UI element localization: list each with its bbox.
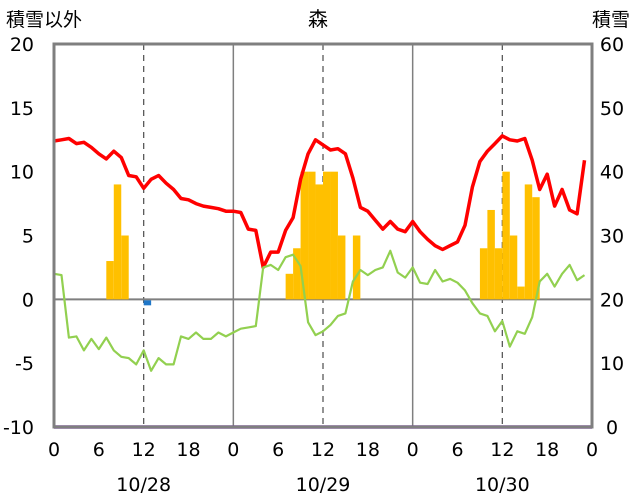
x-tick-label: 6 bbox=[451, 439, 463, 461]
left-axis-title: 積雪以外 bbox=[6, 9, 82, 31]
x-tick-label: 0 bbox=[227, 439, 239, 461]
left-tick-label: -5 bbox=[15, 353, 34, 375]
left-tick-label: 10 bbox=[10, 162, 34, 184]
bar bbox=[509, 235, 518, 300]
x-tick-label: 6 bbox=[93, 439, 105, 461]
plot-frame bbox=[52, 42, 594, 429]
bar bbox=[285, 273, 294, 300]
bar bbox=[121, 235, 129, 300]
bar bbox=[517, 286, 525, 300]
date-label: 10/30 bbox=[475, 474, 530, 496]
bar bbox=[337, 235, 346, 300]
bar bbox=[293, 248, 301, 300]
right-tick-label: 40 bbox=[600, 162, 624, 184]
bar bbox=[308, 171, 316, 300]
x-tick-label: 18 bbox=[176, 439, 200, 461]
bar bbox=[352, 235, 361, 300]
left-tick-label: 5 bbox=[22, 226, 34, 248]
bar bbox=[323, 171, 331, 300]
series-line bbox=[53, 249, 586, 372]
right-tick-label: 0 bbox=[606, 417, 618, 439]
right-tick-label: 50 bbox=[600, 98, 624, 120]
bar bbox=[113, 184, 122, 300]
left-tick-label: 0 bbox=[22, 289, 34, 311]
x-tick-label: 0 bbox=[407, 439, 419, 461]
right-tick-label: 20 bbox=[600, 289, 624, 311]
bar bbox=[143, 300, 152, 306]
left-tick-label: 20 bbox=[10, 34, 34, 56]
bar bbox=[502, 171, 510, 300]
x-tick-label: 0 bbox=[586, 439, 598, 461]
x-tick-label: 12 bbox=[132, 439, 156, 461]
bar bbox=[532, 197, 540, 300]
bar bbox=[524, 184, 533, 300]
x-tick-label: 18 bbox=[535, 439, 559, 461]
date-label: 10/29 bbox=[296, 474, 351, 496]
bar bbox=[330, 171, 338, 300]
x-tick-label: 0 bbox=[48, 439, 60, 461]
bar bbox=[487, 209, 495, 300]
right-tick-label: 30 bbox=[600, 226, 624, 248]
bar bbox=[479, 248, 488, 300]
x-tick-label: 12 bbox=[311, 439, 335, 461]
right-tick-label: 10 bbox=[600, 353, 624, 375]
left-tick-label: -10 bbox=[3, 417, 34, 439]
frame-layer bbox=[52, 42, 594, 429]
bar bbox=[106, 261, 114, 300]
date-label: 10/28 bbox=[116, 474, 171, 496]
bars-layer bbox=[106, 171, 540, 306]
x-tick-label: 12 bbox=[490, 439, 514, 461]
x-tick-label: 6 bbox=[272, 439, 284, 461]
right-tick-label: 60 bbox=[600, 34, 624, 56]
bar bbox=[315, 184, 323, 300]
x-tick-label: 18 bbox=[356, 439, 380, 461]
chart-title: 森 bbox=[308, 7, 328, 31]
series-line bbox=[53, 134, 587, 270]
left-tick-label: 15 bbox=[10, 98, 34, 120]
right-axis-title: 積雪 bbox=[592, 9, 630, 31]
bar bbox=[494, 248, 503, 300]
bar bbox=[300, 171, 309, 300]
